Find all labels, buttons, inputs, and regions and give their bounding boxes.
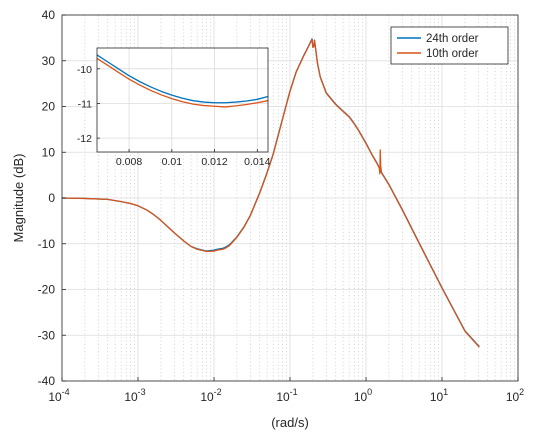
main-y-ticks: 40 30 20 10 0 -10 -20 -30 -40: [38, 8, 66, 388]
inset-x-ticks: 0.008 0.01 0.012 0.014: [116, 149, 271, 168]
y-tick-label: 0: [48, 191, 55, 205]
main-x-ticks: 10-4 10-3 10-2 10-1 100 101 102: [48, 377, 524, 404]
x-tick-label: 102: [506, 387, 524, 404]
inset-y-tick-label: -10: [77, 64, 92, 76]
inset-x-tick-label: 0.01: [162, 156, 183, 168]
legend: 24th order 10th order: [390, 26, 509, 65]
y-tick-label: -30: [38, 328, 56, 342]
y-tick-label: -40: [38, 374, 56, 388]
x-tick-label: 10-1: [276, 387, 297, 404]
inset-series-line-10th-order: [96, 57, 269, 108]
inset-axes-frame: [96, 47, 269, 153]
x-tick-label: 100: [354, 387, 372, 404]
main-series: [61, 38, 480, 348]
y-tick-label: 40: [42, 8, 56, 22]
y-tick-label: 20: [42, 100, 56, 114]
x-tick-label: 10-2: [200, 387, 221, 404]
inset-y-tick-label: -12: [77, 133, 92, 145]
inset-x-tick-label: 0.008: [116, 156, 142, 168]
series-line-10th-order: [61, 38, 480, 348]
legend-entry-10th-order: 10th order: [426, 48, 479, 60]
y-axis-label: Magnitude (dB): [11, 154, 26, 243]
inset-axes: 0.008 0.01 0.012 0.014 -10 -11 -12: [77, 47, 271, 168]
y-tick-label: 30: [42, 54, 56, 68]
inset-y-ticks: -10 -11 -12: [77, 64, 100, 145]
x-axis-label: (rad/s): [271, 415, 309, 430]
y-tick-label: 10: [42, 145, 56, 159]
inset-series: [96, 54, 269, 108]
inset-x-tick-label: 0.012: [201, 156, 227, 168]
inset-x-tick-label: 0.014: [244, 156, 270, 168]
inset-series-line-24th-order: [96, 54, 269, 104]
inset-grid: [97, 48, 268, 152]
y-tick-label: -20: [38, 283, 56, 297]
x-tick-label: 10-4: [48, 387, 69, 404]
inset-y-tick-label: -11: [78, 98, 93, 110]
x-tick-label: 10-3: [124, 387, 145, 404]
inset-plot-area: [97, 48, 268, 152]
legend-entry-24th-order: 24th order: [426, 33, 479, 45]
y-tick-label: -10: [38, 237, 56, 251]
x-tick-label: 101: [430, 387, 448, 404]
legend-box: [390, 26, 509, 65]
